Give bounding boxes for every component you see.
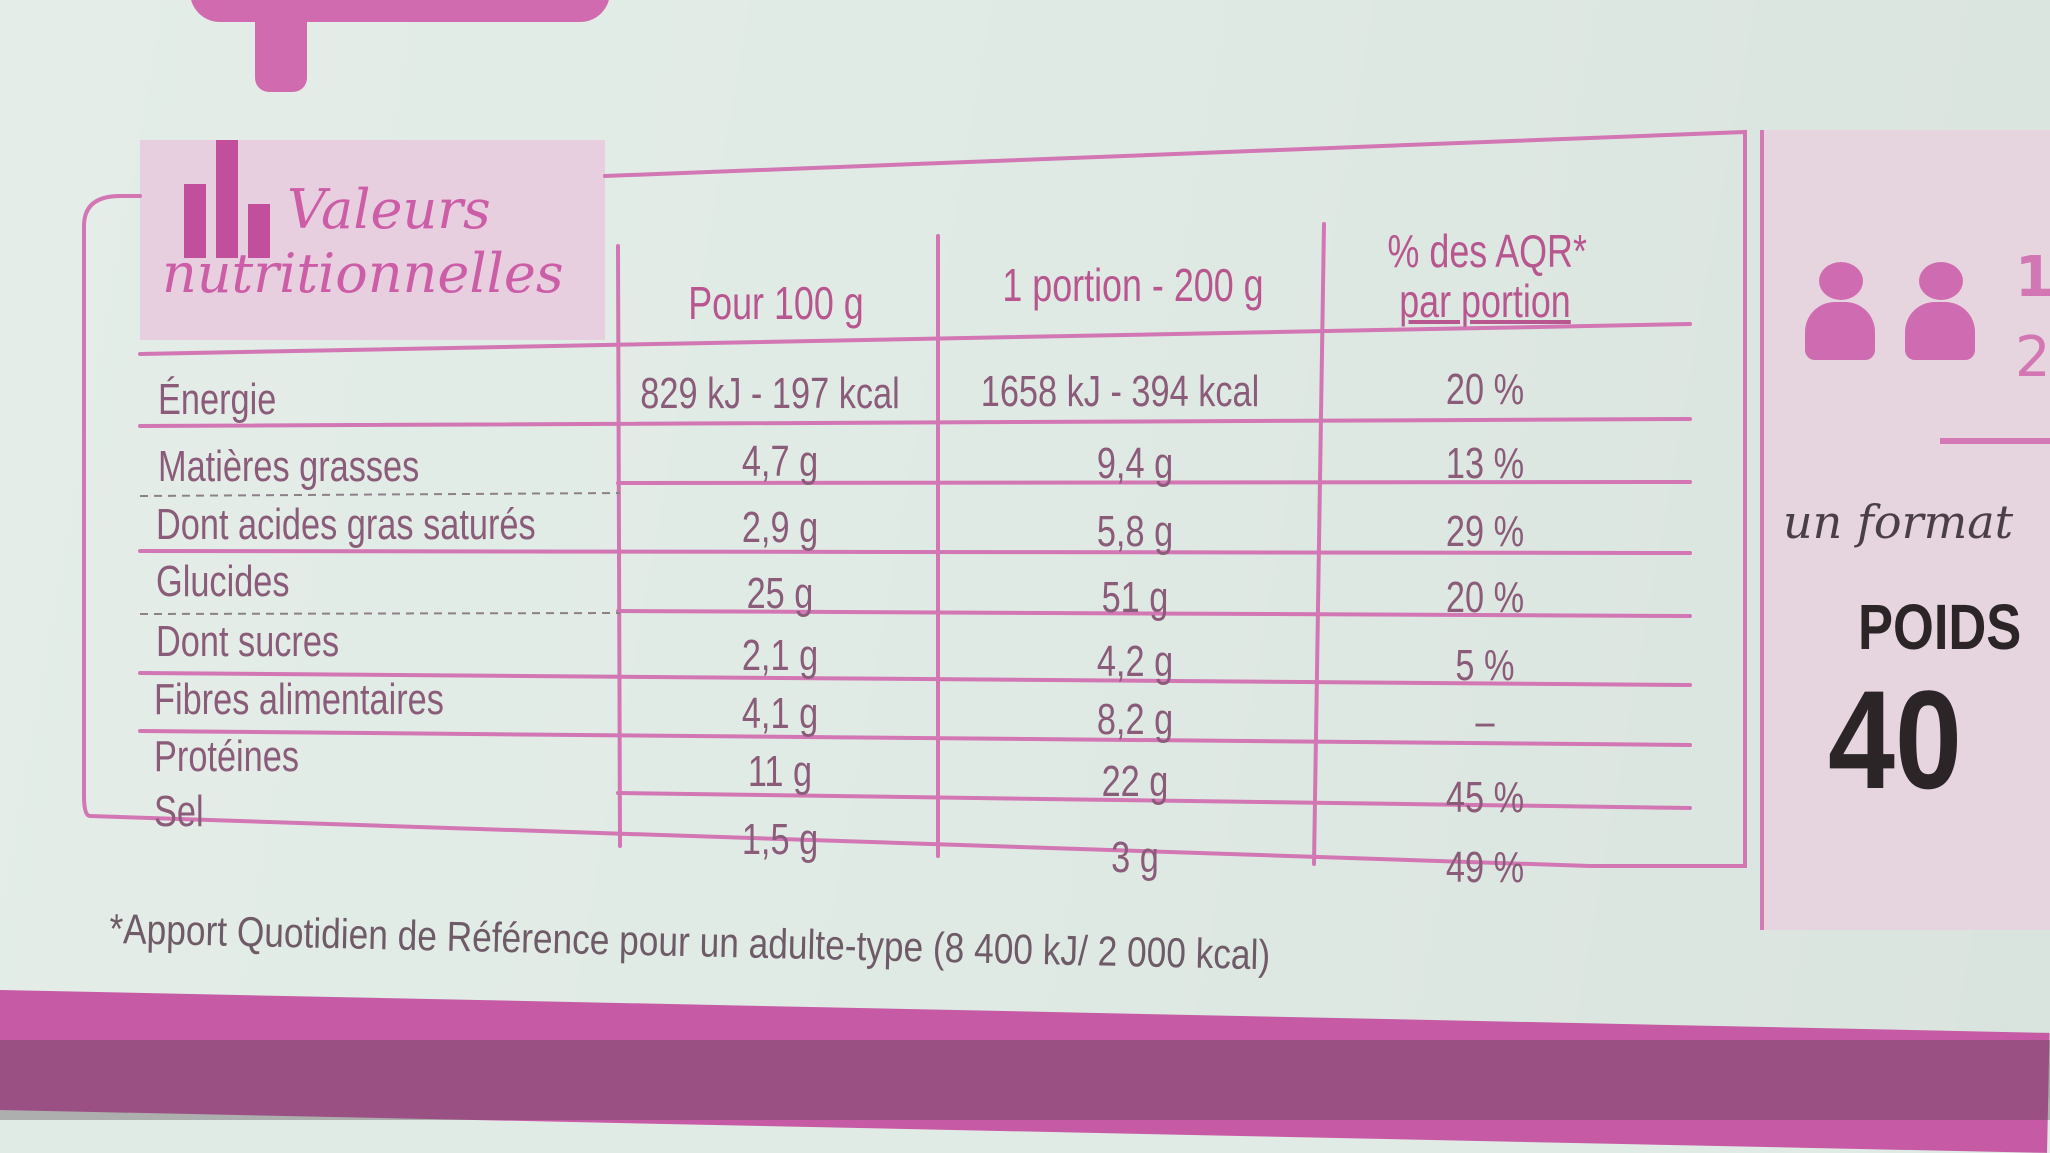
row-aqr: 20 % (1445, 573, 1525, 622)
row-aqr: – (1475, 697, 1495, 746)
portion-count-1: 1 (2015, 245, 2050, 310)
row-per100: 11 g (747, 747, 813, 796)
row-portion: 51 g (1101, 573, 1169, 622)
bar-chart-icon (180, 140, 276, 258)
title-line-2: nutritionnelles (162, 242, 564, 305)
row-per100: 2,1 g (741, 631, 819, 680)
row-name: Sel (154, 787, 204, 836)
column-header-aqr: % des AQR* (1387, 225, 1587, 277)
row-portion: 8,2 g (1096, 695, 1174, 744)
row-per100: 4,1 g (741, 689, 819, 738)
weight-value: 40 (1828, 661, 1962, 818)
row-aqr: 5 % (1455, 641, 1515, 690)
portion-count-2: 2 (2015, 325, 2050, 390)
row-aqr: 13 % (1445, 439, 1525, 488)
nutrition-table-grid (82, 129, 1747, 868)
person-icon (1905, 262, 1975, 372)
row-name: Fibres alimentaires (154, 675, 444, 724)
row-per100: 25 g (746, 569, 814, 618)
row-portion: 22 g (1101, 757, 1169, 806)
column-header-per-portion: par portion (1399, 275, 1571, 327)
row-name: Glucides (156, 557, 290, 606)
row-per100: 829 kJ - 197 kcal (640, 369, 900, 418)
row-aqr: 49 % (1445, 843, 1525, 892)
bottom-shadow (0, 1040, 2050, 1120)
person-icon (1805, 262, 1875, 372)
top-pink-tab-stem (255, 0, 307, 92)
column-header-portion: 1 portion - 200 g (1002, 259, 1264, 311)
row-name: Protéines (154, 732, 299, 781)
row-portion: 5,8 g (1096, 507, 1174, 556)
row-aqr: 20 % (1445, 365, 1525, 414)
top-pink-tab (190, 0, 610, 22)
row-portion: 3 g (1111, 833, 1159, 882)
row-portion: 1658 kJ - 394 kcal (980, 367, 1260, 416)
row-portion: 4,2 g (1096, 637, 1174, 686)
row-per100: 1,5 g (741, 815, 819, 864)
row-name: Matières grasses (158, 442, 420, 491)
row-name: Énergie (158, 375, 277, 424)
side-panel (1760, 130, 2050, 930)
label-title: Valeurs nutritionnelles (162, 178, 564, 306)
row-aqr: 29 % (1445, 507, 1525, 556)
format-text: un format (1783, 495, 2014, 549)
row-portion: 9,4 g (1096, 439, 1174, 488)
poids-label: POIDS (1858, 591, 2022, 663)
column-header-per-100g: Pour 100 g (688, 277, 864, 329)
row-aqr: 45 % (1445, 773, 1525, 822)
title-line-1: Valeurs (287, 178, 491, 241)
row-per100: 2,9 g (741, 503, 819, 552)
side-divider (1940, 438, 2050, 444)
row-name: Dont acides gras saturés (156, 500, 536, 549)
row-name: Dont sucres (156, 617, 340, 666)
row-per100: 4,7 g (741, 437, 819, 486)
